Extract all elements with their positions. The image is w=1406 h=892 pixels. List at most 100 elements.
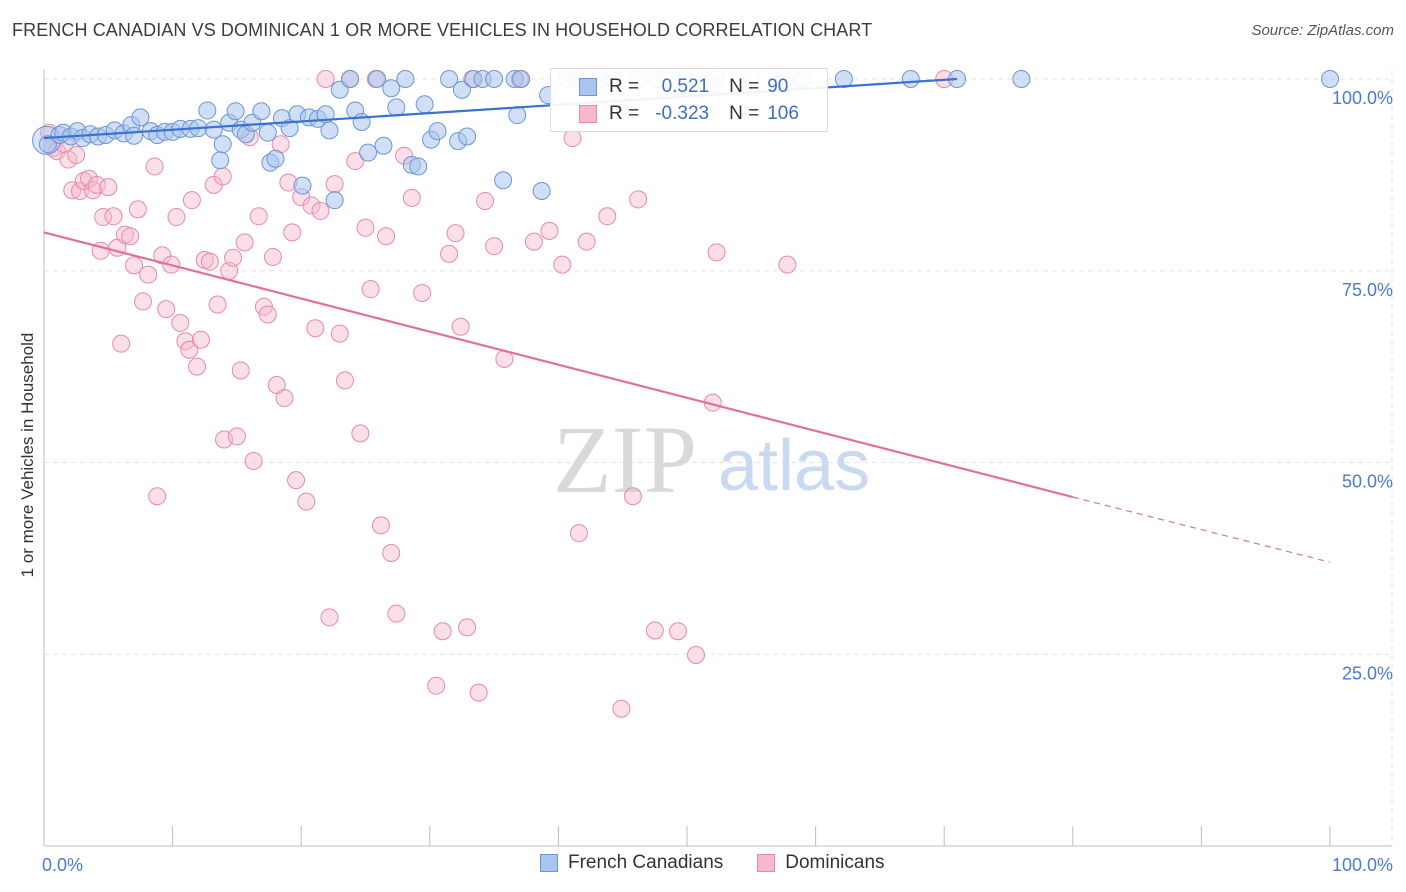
y-tick-label: 100.0% [1332, 88, 1393, 108]
data-point [200, 252, 219, 271]
data-point [485, 70, 504, 88]
data-point [629, 190, 648, 209]
data-point [306, 319, 325, 338]
data-point [283, 223, 302, 242]
data-point [188, 357, 207, 376]
data-point [446, 224, 465, 243]
data-point [553, 255, 572, 274]
data-point [325, 175, 344, 194]
data-point [563, 129, 582, 148]
data-point [645, 621, 664, 640]
series-legend: French Canadians Dominicans [540, 852, 919, 874]
legend-item-dominicans[interactable]: Dominicans [757, 852, 885, 874]
data-point [224, 248, 243, 267]
data-point [198, 101, 217, 120]
r-value: 0.521 [661, 76, 710, 97]
data-point [297, 492, 316, 511]
legend-row-dominicans: R = -0.323 N = 106 [551, 100, 827, 128]
data-point [368, 70, 387, 88]
data-point [139, 265, 158, 284]
data-point [266, 149, 285, 168]
data-point [341, 70, 360, 88]
data-point [128, 200, 147, 219]
tick-labels: 100.0% 75.0% 50.0% 25.0% 0.0% 100.0% [42, 88, 1393, 875]
data-point [180, 340, 199, 359]
data-point [361, 280, 380, 299]
data-point [302, 196, 321, 215]
data-point [171, 313, 190, 332]
data-point [440, 70, 459, 88]
data-point [231, 361, 250, 380]
data-point [387, 98, 406, 117]
data-point [409, 157, 428, 176]
pink-swatch-icon [579, 105, 597, 123]
r-value: -0.323 [655, 103, 710, 124]
data-point [125, 126, 144, 145]
data-point [778, 255, 797, 274]
n-label: N = [729, 76, 760, 97]
data-point [452, 80, 471, 99]
data-point [598, 207, 617, 226]
data-point [211, 151, 230, 170]
data-point [182, 191, 201, 210]
data-point [485, 237, 504, 256]
data-point [191, 330, 210, 349]
data-point [235, 233, 254, 252]
data-point [668, 622, 687, 641]
data-point [249, 207, 268, 226]
data-point [325, 191, 344, 210]
data-point [1321, 70, 1339, 88]
data-point [94, 208, 113, 227]
data-point [834, 70, 853, 88]
data-point [71, 181, 90, 200]
legend-row-french-canadians: R = 0.521 N = 90 [551, 73, 827, 101]
data-point [540, 221, 559, 240]
source-label[interactable]: Source: ZipAtlas.com [1251, 22, 1394, 39]
watermark: ZIP atlas [553, 406, 870, 513]
data-point [623, 487, 642, 506]
data-point [263, 247, 282, 266]
data-point [374, 136, 393, 155]
data-point [508, 106, 527, 125]
gridlines [44, 70, 1393, 846]
data-point [427, 676, 446, 695]
data-point [226, 102, 245, 121]
data-point [433, 622, 452, 641]
data-point [707, 243, 726, 262]
data-point [208, 295, 227, 314]
r-label: R = [609, 76, 640, 97]
x-tick-label: 100.0% [1332, 855, 1393, 875]
data-point [382, 544, 401, 563]
data-point [157, 300, 176, 319]
data-point [382, 79, 401, 98]
data-point [440, 244, 459, 263]
data-point [359, 143, 378, 162]
data-point [320, 608, 339, 627]
data-point [476, 191, 495, 210]
data-point [901, 70, 920, 88]
data-point [387, 604, 406, 623]
data-point [213, 135, 232, 154]
data-point [227, 427, 246, 446]
data-point [335, 371, 354, 390]
data-point [244, 451, 263, 470]
data-point [687, 646, 706, 665]
data-point [356, 218, 375, 237]
data-point [112, 334, 131, 353]
x-tick-label: 0.0% [42, 855, 83, 875]
data-point [258, 123, 277, 142]
data-point [311, 201, 330, 220]
data-point [402, 188, 421, 207]
data-point [577, 232, 596, 251]
data-point [316, 70, 335, 88]
stats-legend: R = 0.521 N = 90 R = -0.323 N = 106 [550, 68, 828, 132]
dominicans-trend-extension [1072, 496, 1331, 563]
data-point [204, 120, 223, 139]
data-point [134, 292, 153, 311]
data-point [1012, 70, 1031, 88]
blue-swatch-icon [579, 78, 597, 96]
blue-swatch-icon [540, 854, 558, 872]
legend-item-french-canadians[interactable]: French Canadians [540, 852, 723, 874]
data-point [371, 516, 390, 535]
